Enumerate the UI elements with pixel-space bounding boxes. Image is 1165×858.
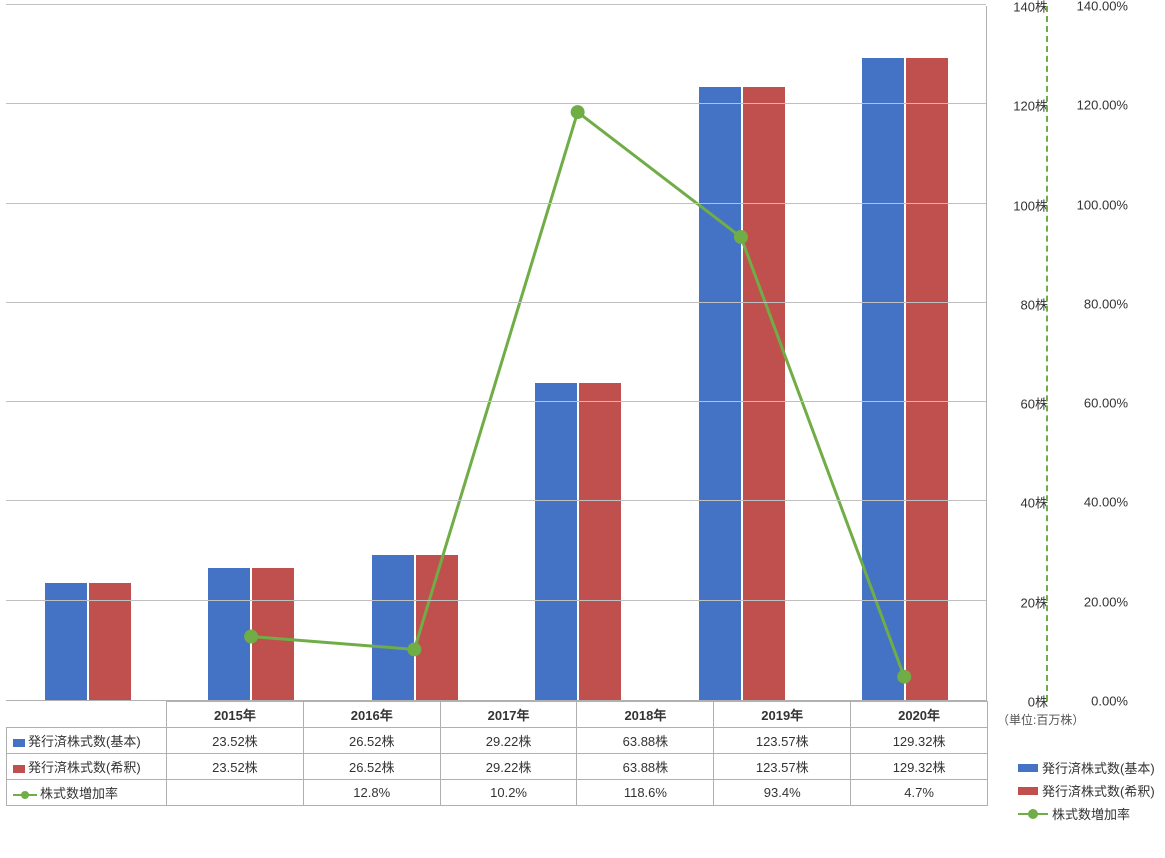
gridline (6, 203, 986, 204)
table-cell: 123.57株 (714, 754, 851, 780)
legend-swatch-icon (1018, 787, 1038, 795)
table-cell: 10.2% (440, 780, 577, 806)
table-col-header: 2016年 (303, 702, 440, 728)
table-cell: 29.22株 (440, 728, 577, 754)
gridline (6, 401, 986, 402)
y1-tick-label: 100株 (996, 195, 1048, 214)
chart-container: 0株 20株 40株 60株 80株 100株 120株 140株 0.00% 20.00% 40… (0, 0, 1165, 858)
plot-area (6, 6, 987, 701)
table-col-header: 2017年 (440, 702, 577, 728)
bar-diluted (89, 583, 131, 700)
table-row: 株式数増加率 12.8%10.2%118.6%93.4%4.7% (7, 780, 988, 806)
series-label-text: 株式数増加率 (40, 786, 118, 801)
table-cell: 63.88株 (577, 728, 714, 754)
bar-basic (535, 383, 577, 700)
table-cell: 12.8% (303, 780, 440, 806)
table-row-label: 発行済株式数(基本) (7, 728, 167, 754)
y2-tick-label: 0.00% (1060, 694, 1128, 709)
y2-tick-label: 120.00% (1060, 98, 1128, 113)
bars-layer (6, 6, 986, 700)
table-row-label: 発行済株式数(希釈) (7, 754, 167, 780)
table-cell: 29.22株 (440, 754, 577, 780)
y2-tick-label: 40.00% (1060, 495, 1128, 510)
bar-basic (208, 568, 250, 700)
y2-tick-label: 100.00% (1060, 197, 1128, 212)
bar-diluted (252, 568, 294, 700)
table-cell: 123.57株 (714, 728, 851, 754)
swatch-icon (13, 765, 25, 773)
table-row: 発行済株式数(希釈) 23.52株26.52株29.22株63.88株123.57… (7, 754, 988, 780)
swatch-icon (13, 739, 25, 747)
gridline (6, 4, 986, 5)
table-row: 発行済株式数(基本) 23.52株26.52株29.22株63.88株123.57… (7, 728, 988, 754)
data-table: 2015年2016年2017年2018年2019年2020年発行済株式数(基本)… (6, 701, 988, 806)
legend-label: 発行済株式数(希釈) (1042, 781, 1155, 800)
y2-tick-label: 140.00% (1060, 0, 1128, 14)
legend-item: 株式数増加率 (1018, 804, 1163, 823)
y2-tick-label: 20.00% (1060, 594, 1128, 609)
y1-tick-label: 20株 (996, 592, 1048, 611)
table-cell: 63.88株 (577, 754, 714, 780)
table-cell: 118.6% (577, 780, 714, 806)
bar-diluted (416, 555, 458, 700)
y2-tick-label: 60.00% (1060, 396, 1128, 411)
y1-axis-labels: 0株 20株 40株 60株 80株 100株 120株 140株 (996, 0, 1048, 710)
y1-tick-label: 60株 (996, 394, 1048, 413)
bar-basic (372, 555, 414, 700)
bar-basic (699, 87, 741, 700)
table-cell: 93.4% (714, 780, 851, 806)
y1-tick-label: 120株 (996, 96, 1048, 115)
bar-basic (862, 58, 904, 700)
table-header-row: 2015年2016年2017年2018年2019年2020年 (7, 702, 988, 728)
table-cell: 23.52株 (167, 728, 304, 754)
bar-basic (45, 583, 87, 700)
y1-tick-label: 140株 (996, 0, 1048, 16)
unit-note: （単位:百万株） (997, 711, 1084, 728)
series-label-text: 発行済株式数(基本) (28, 734, 141, 749)
bar-diluted (743, 87, 785, 700)
gridline (6, 500, 986, 501)
legend-label: 株式数増加率 (1052, 804, 1130, 823)
legend-item: 発行済株式数(希釈) (1018, 781, 1163, 800)
table-cell: 4.7% (851, 780, 988, 806)
gridline (6, 302, 986, 303)
table-cell: 129.32株 (851, 728, 988, 754)
table-cell: 26.52株 (303, 754, 440, 780)
legend-swatch-icon (1018, 764, 1038, 772)
table-corner (7, 702, 167, 728)
table-col-header: 2020年 (851, 702, 988, 728)
line-marker-icon (13, 794, 37, 796)
table-cell: 26.52株 (303, 728, 440, 754)
legend-line-icon (1018, 813, 1048, 815)
y1-tick-label: 0株 (996, 692, 1048, 711)
y1-tick-label: 80株 (996, 294, 1048, 313)
y2-tick-label: 80.00% (1060, 296, 1128, 311)
legend-item: 発行済株式数(基本) (1018, 758, 1163, 777)
series-label-text: 発行済株式数(希釈) (28, 760, 141, 775)
gridline (6, 600, 986, 601)
y2-axis-dashline (1046, 6, 1048, 701)
table-row-label: 株式数増加率 (7, 780, 167, 806)
y2-axis-labels: 0.00% 20.00% 40.00% 60.00% 80.00% 100.00% 120.… (1060, 0, 1128, 710)
table-col-header: 2019年 (714, 702, 851, 728)
legend: 発行済株式数(基本) 発行済株式数(希釈) 株式数増加率 (1018, 758, 1163, 827)
bar-diluted (579, 383, 621, 700)
legend-label: 発行済株式数(基本) (1042, 758, 1155, 777)
table-col-header: 2015年 (167, 702, 304, 728)
table-cell: 129.32株 (851, 754, 988, 780)
table-cell (167, 780, 304, 806)
table-cell: 23.52株 (167, 754, 304, 780)
gridline (6, 103, 986, 104)
table-col-header: 2018年 (577, 702, 714, 728)
y1-tick-label: 40株 (996, 493, 1048, 512)
bar-diluted (906, 58, 948, 700)
